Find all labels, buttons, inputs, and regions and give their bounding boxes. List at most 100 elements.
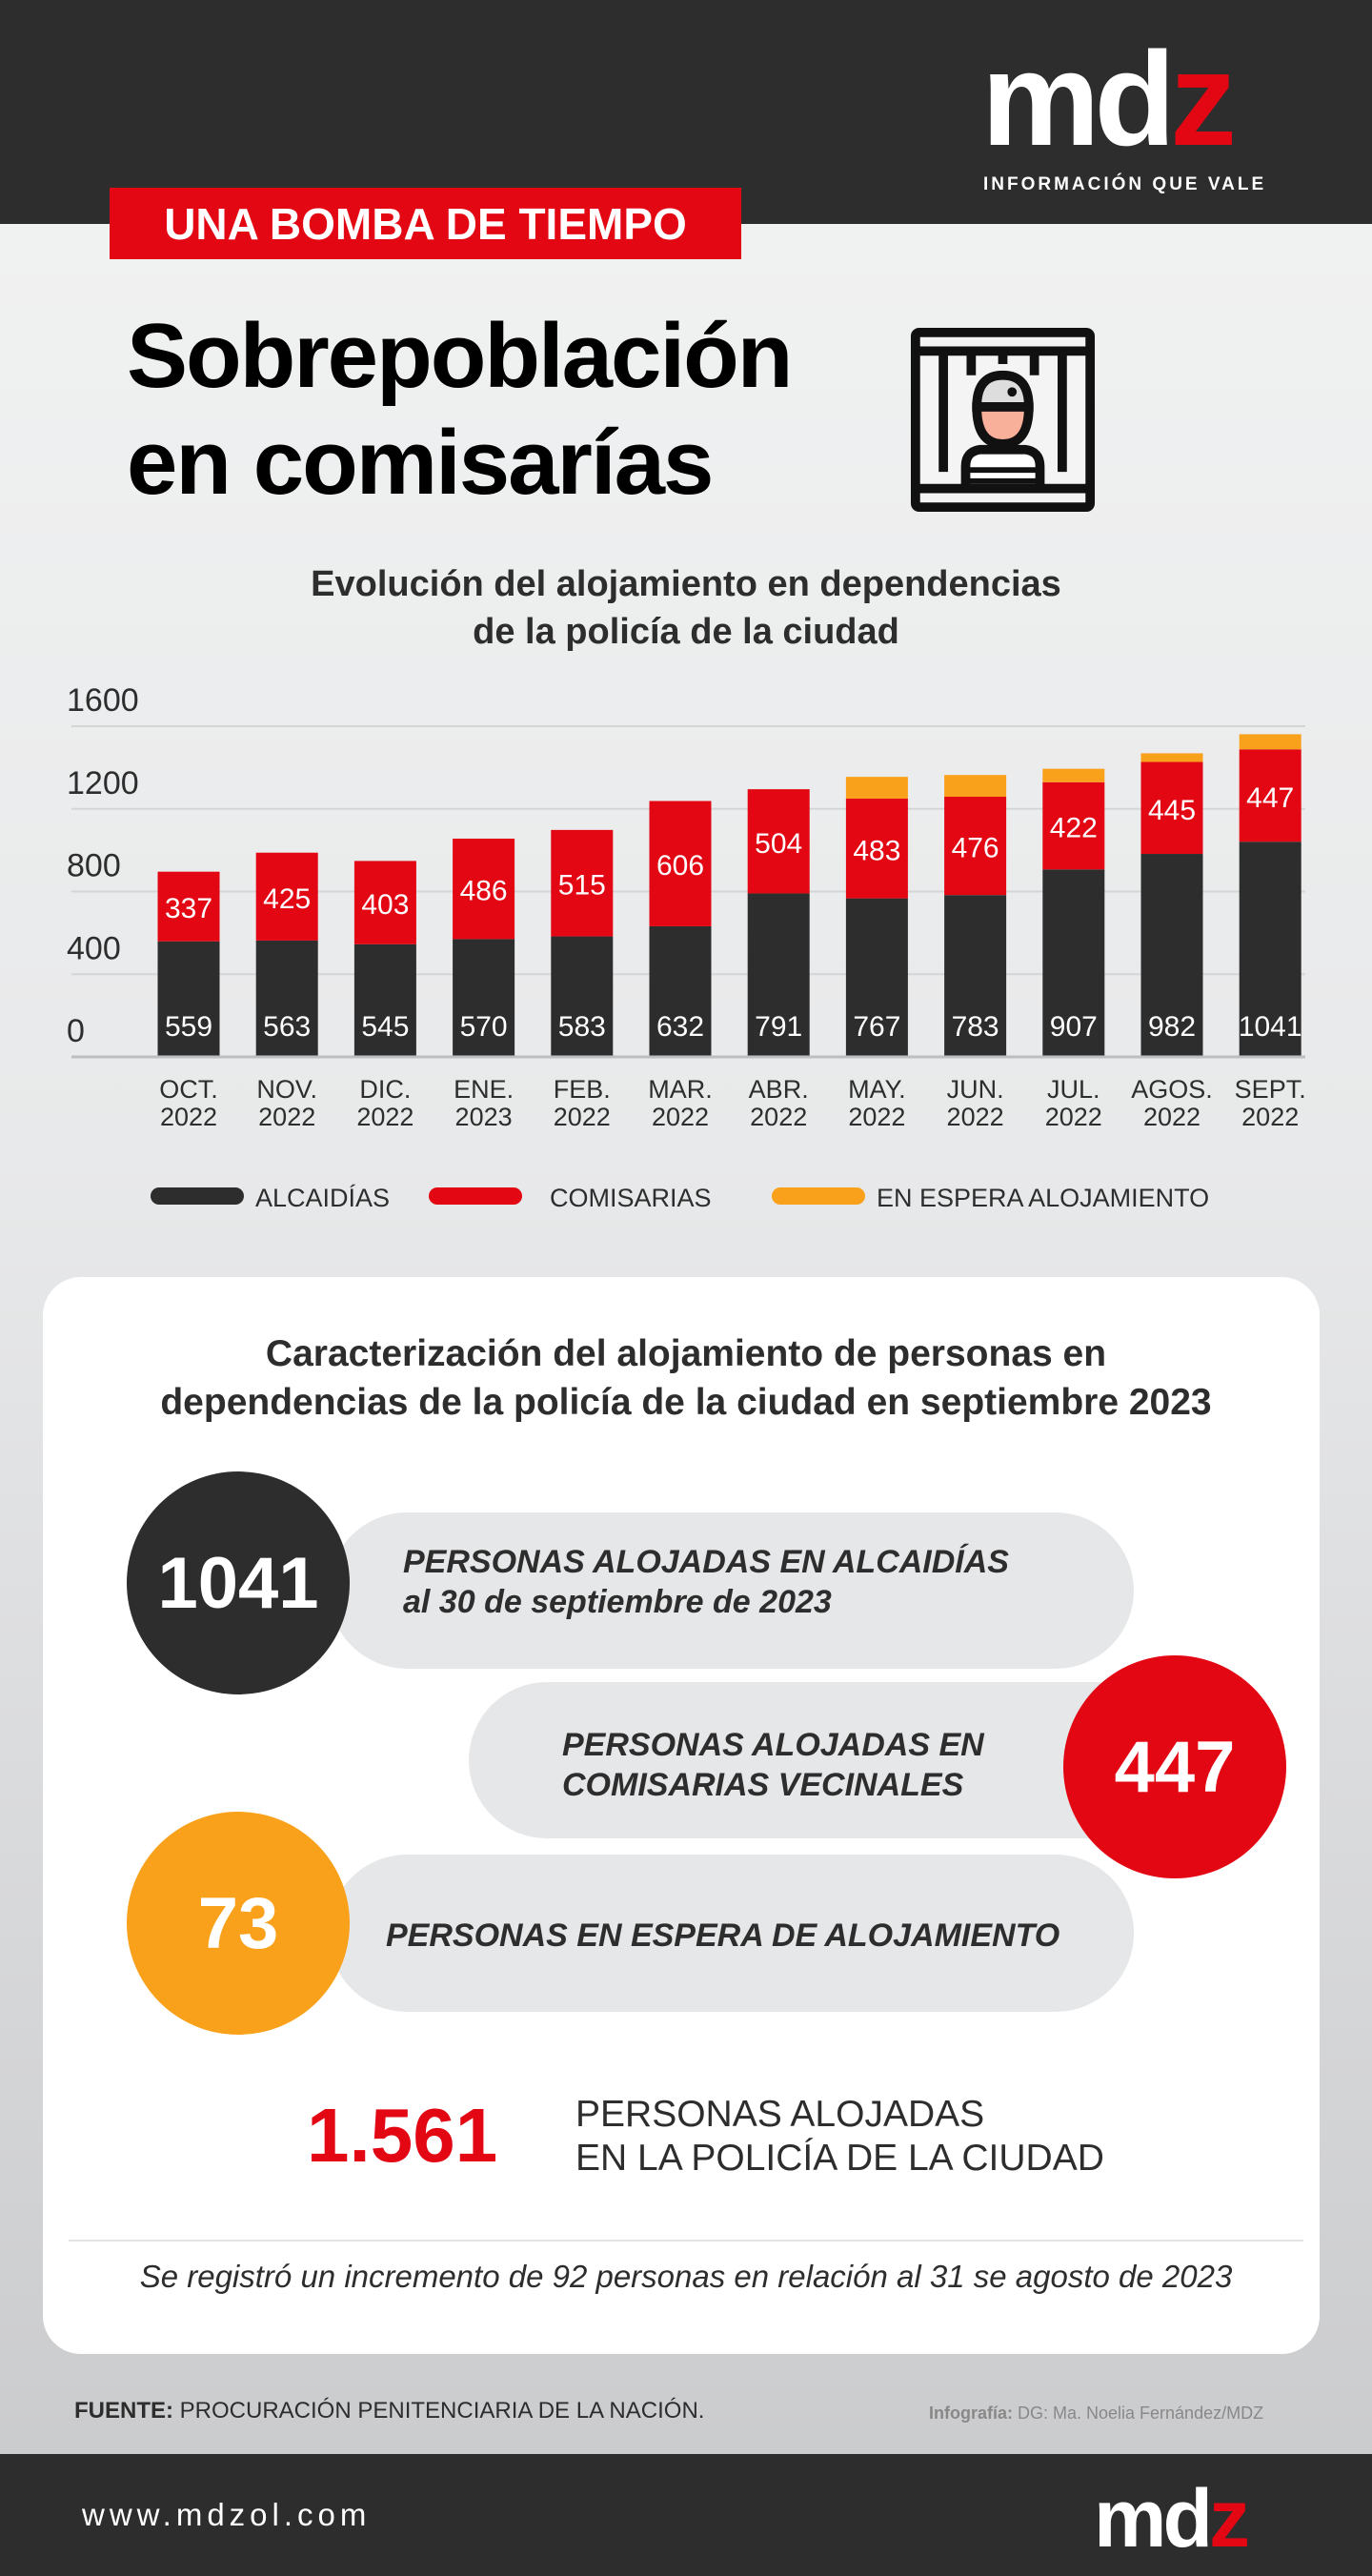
data-label: 570: [460, 1011, 508, 1043]
bar-segment-comisarias: [1239, 749, 1301, 842]
x-tick-label: JUL.: [1047, 1075, 1100, 1104]
bar-segment-en-espera-alojamiento: [1042, 768, 1105, 782]
credit: Infografía: DG: Ma. Noelia Fernández/MDZ: [929, 2404, 1263, 2424]
bar-segment-comisarias: [845, 798, 908, 899]
x-tick-label: MAR.: [648, 1075, 713, 1104]
x-tick-label: 2022: [947, 1103, 1004, 1131]
data-label: 563: [263, 1011, 311, 1043]
x-tick-label: DIC.: [359, 1075, 411, 1104]
bar-segment-comisarias: [157, 871, 220, 942]
y-tick-label: 0: [67, 1013, 85, 1049]
legend-swatch: [772, 1187, 865, 1205]
y-tick-label: 800: [67, 848, 121, 884]
tagline: INFORMACIÓN QUE VALE: [983, 174, 1267, 194]
data-label: 791: [755, 1011, 802, 1043]
x-tick-label: ABR.: [749, 1075, 809, 1104]
x-tick-label: 2022: [652, 1103, 709, 1131]
data-label: 907: [1050, 1011, 1098, 1043]
footer-band: [0, 2454, 1372, 2576]
data-label: 476: [952, 833, 999, 864]
data-label: 606: [656, 850, 704, 882]
x-tick-label: 2022: [258, 1103, 315, 1131]
y-tick-label: 400: [67, 930, 121, 966]
data-label: 632: [656, 1011, 704, 1043]
x-tick-label: OCT.: [159, 1075, 218, 1104]
bar-segment-comisarias: [353, 861, 416, 944]
row-label: PERSONAS ALOJADAS EN: [562, 1727, 984, 1763]
data-label: 483: [853, 835, 900, 866]
increment-note: Se registró un incremento de 92 personas…: [139, 2259, 1233, 2294]
bar-segment-alcaid-as: [157, 941, 220, 1057]
espera-value-circle: 73: [127, 1812, 350, 2035]
stacked-bar-chart: 040080012001600559337OCT.2022563425NOV.2…: [67, 682, 1306, 1212]
row-pill-alcaidias: [329, 1512, 1134, 1669]
bar-segment-alcaid-as: [453, 939, 515, 1057]
x-tick-label: ENE.: [454, 1075, 514, 1104]
bar-segment-alcaid-as: [845, 898, 908, 1057]
row-sublabel: COMISARIAS VECINALES: [562, 1767, 964, 1803]
bar-segment-alcaid-as: [1239, 842, 1301, 1057]
divider: [69, 2240, 1303, 2241]
data-label: 515: [558, 870, 606, 902]
legend-swatch: [429, 1187, 522, 1205]
row-text-espera: PERSONAS EN ESPERA DE ALOJAMIENTO: [386, 1917, 1060, 1954]
alcaidias-value-circle: 1041: [127, 1471, 350, 1694]
x-tick-label: FEB.: [554, 1075, 611, 1104]
data-label: 447: [1246, 782, 1294, 814]
legend-label: EN ESPERA ALOJAMIENTO: [877, 1184, 1209, 1212]
bar-segment-alcaid-as: [1140, 854, 1203, 1057]
bar-segment-en-espera-alojamiento: [845, 777, 908, 799]
source-label: FUENTE:: [74, 2398, 173, 2424]
x-tick-label: 2022: [160, 1103, 217, 1131]
data-label: 545: [361, 1011, 409, 1043]
x-tick-label: SEPT.: [1235, 1075, 1306, 1104]
bar-segment-comisarias: [1140, 761, 1203, 855]
row-label: PERSONAS ALOJADAS EN ALCAIDÍAS: [403, 1544, 1009, 1580]
bar-segment-comisarias: [255, 852, 318, 941]
row-text-comisarias: PERSONAS ALOJADAS EN COMISARIAS VECINALES: [562, 1725, 984, 1805]
bar-segment-alcaid-as: [255, 940, 318, 1057]
data-label: 486: [460, 876, 508, 907]
row-pill-espera: [329, 1855, 1134, 2012]
website-link[interactable]: www.mdzol.com: [82, 2497, 372, 2532]
bar-segment-comisarias: [747, 789, 810, 894]
data-label: 982: [1148, 1011, 1196, 1043]
source: FUENTE: PROCURACIÓN PENITENCIARIA DE LA …: [74, 2398, 704, 2424]
bar-segment-alcaid-as: [649, 925, 712, 1057]
data-label: 559: [165, 1011, 212, 1043]
data-label: 583: [558, 1011, 606, 1043]
row-text-alcaidias: PERSONAS ALOJADAS EN ALCAIDÍAS al 30 de s…: [403, 1542, 1009, 1622]
y-tick-label: 1200: [67, 765, 139, 801]
page-title: Sobrepoblación en comisarías: [127, 303, 793, 517]
bar-segment-alcaid-as: [944, 895, 1007, 1057]
data-label: 422: [1050, 813, 1098, 844]
card-title-line-2: dependencias de la policía de la ciudad …: [160, 1382, 1212, 1423]
prisoner-jail-icon: [910, 327, 1096, 513]
x-tick-label: 2022: [848, 1103, 905, 1131]
bar-segment-en-espera-alojamiento: [1239, 734, 1301, 750]
x-tick-label: 2022: [1143, 1103, 1200, 1131]
bar-segment-comisarias: [551, 829, 614, 937]
bar-segment-en-espera-alojamiento: [944, 775, 1007, 797]
credit-label: Infografía:: [929, 2404, 1013, 2423]
bar-segment-alcaid-as: [747, 893, 810, 1057]
chart-title-line-1: Evolución del alojamiento en dependencia…: [311, 564, 1061, 604]
total-label-line-2: EN LA POLICÍA DE LA CIUDAD: [575, 2138, 1104, 2179]
comisarias-value-circle: 447: [1063, 1655, 1286, 1878]
mdz-logo: mdz: [981, 24, 1237, 173]
row-sublabel: al 30 de septiembre de 2023: [403, 1584, 832, 1620]
source-text: PROCURACIÓN PENITENCIARIA DE LA NACIÓN.: [173, 2398, 705, 2424]
bar-segment-comisarias: [649, 801, 712, 926]
data-label: 445: [1148, 795, 1196, 826]
total-label-line-1: PERSONAS ALOJADAS: [575, 2094, 985, 2135]
data-label: 425: [263, 883, 311, 915]
chart-title: Evolución del alojamiento en dependencia…: [0, 560, 1372, 656]
bar-segment-comisarias: [944, 796, 1007, 896]
data-label: 767: [853, 1011, 900, 1043]
data-label: 504: [755, 828, 802, 860]
bar-segment-comisarias: [1042, 781, 1105, 870]
x-tick-label: 2022: [1045, 1103, 1102, 1131]
data-label: 337: [165, 893, 212, 924]
legend-swatch: [151, 1187, 244, 1205]
x-tick-label: 2022: [750, 1103, 807, 1131]
